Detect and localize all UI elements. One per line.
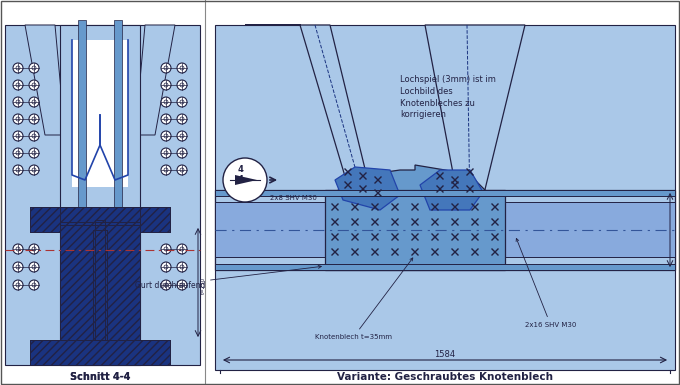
Circle shape <box>13 114 23 124</box>
Text: Schnitt 4-4: Schnitt 4-4 <box>70 372 131 382</box>
Bar <box>215 190 675 196</box>
Bar <box>60 25 140 365</box>
Circle shape <box>161 63 171 73</box>
Circle shape <box>29 280 39 290</box>
Circle shape <box>13 80 23 90</box>
Circle shape <box>177 63 187 73</box>
Circle shape <box>177 80 187 90</box>
Circle shape <box>13 262 23 272</box>
Bar <box>30 340 170 365</box>
Circle shape <box>161 131 171 141</box>
Text: 2x16 SHV M30: 2x16 SHV M30 <box>516 238 577 328</box>
Bar <box>95 220 105 340</box>
Circle shape <box>29 97 39 107</box>
Bar <box>215 25 675 370</box>
Circle shape <box>161 165 171 175</box>
Circle shape <box>13 63 23 73</box>
Text: 2x8 SHV M30: 2x8 SHV M30 <box>270 195 317 201</box>
Bar <box>140 207 170 232</box>
Bar <box>95 220 105 340</box>
Polygon shape <box>335 165 485 210</box>
Circle shape <box>177 131 187 141</box>
Bar <box>30 340 170 365</box>
Circle shape <box>177 114 187 124</box>
Polygon shape <box>245 25 375 210</box>
Circle shape <box>161 262 171 272</box>
Circle shape <box>29 80 39 90</box>
Bar <box>140 207 170 232</box>
Bar <box>30 207 60 232</box>
Circle shape <box>29 148 39 158</box>
Bar <box>215 190 675 270</box>
Bar <box>72 42 128 187</box>
Bar <box>30 207 60 232</box>
Circle shape <box>161 148 171 158</box>
Text: 1584: 1584 <box>435 350 456 359</box>
Text: Variante: Geschraubtes Knotenblech: Variante: Geschraubtes Knotenblech <box>337 372 553 382</box>
Circle shape <box>223 158 267 202</box>
Text: Lochspiel (3mm) ist im
Lochbild des
Knotenbleches zu
korrigieren: Lochspiel (3mm) ist im Lochbild des Knot… <box>400 75 496 119</box>
Circle shape <box>177 148 187 158</box>
Text: Schnitt 4-4: Schnitt 4-4 <box>70 372 131 382</box>
Circle shape <box>29 165 39 175</box>
Polygon shape <box>425 25 525 210</box>
Text: 4: 4 <box>238 175 244 184</box>
Polygon shape <box>235 175 257 185</box>
Bar <box>215 264 675 270</box>
Circle shape <box>177 165 187 175</box>
Bar <box>5 25 200 365</box>
Bar <box>60 207 140 225</box>
Bar <box>114 20 122 365</box>
Bar <box>93 230 107 340</box>
Bar <box>93 230 107 340</box>
Bar <box>325 190 505 270</box>
Bar <box>30 340 170 365</box>
Circle shape <box>13 148 23 158</box>
Circle shape <box>29 131 39 141</box>
Bar <box>215 202 675 257</box>
Text: Gurt durchlaufend: Gurt durchlaufend <box>135 265 322 290</box>
Circle shape <box>161 280 171 290</box>
Circle shape <box>177 280 187 290</box>
Circle shape <box>161 97 171 107</box>
Bar <box>60 222 140 340</box>
Circle shape <box>13 131 23 141</box>
Circle shape <box>13 280 23 290</box>
Text: Knotenblech t=35mm: Knotenblech t=35mm <box>315 258 413 340</box>
Circle shape <box>13 165 23 175</box>
Bar <box>78 20 86 365</box>
Circle shape <box>177 244 187 254</box>
Circle shape <box>177 262 187 272</box>
Bar <box>60 222 140 340</box>
Polygon shape <box>25 25 65 135</box>
Circle shape <box>161 114 171 124</box>
Circle shape <box>161 80 171 90</box>
Circle shape <box>29 244 39 254</box>
Circle shape <box>29 63 39 73</box>
Text: 4: 4 <box>238 165 244 174</box>
Circle shape <box>29 114 39 124</box>
Circle shape <box>177 97 187 107</box>
Text: t=250: t=250 <box>201 276 206 294</box>
Circle shape <box>29 262 39 272</box>
Bar <box>60 207 140 225</box>
Circle shape <box>13 97 23 107</box>
Polygon shape <box>135 25 175 135</box>
Circle shape <box>161 244 171 254</box>
PathPatch shape <box>72 40 128 185</box>
Polygon shape <box>335 167 400 210</box>
Polygon shape <box>420 170 483 210</box>
Circle shape <box>13 244 23 254</box>
